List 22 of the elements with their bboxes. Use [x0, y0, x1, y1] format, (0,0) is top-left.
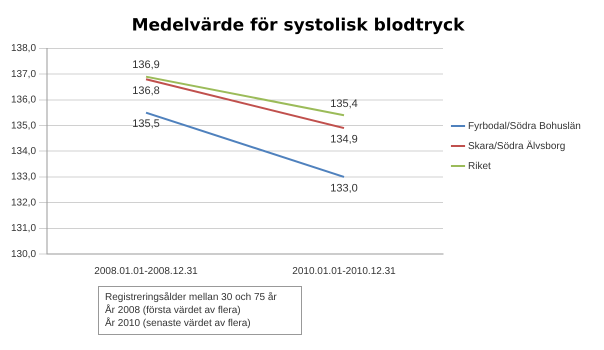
y-tick-label: 134,0	[10, 146, 36, 157]
y-tick-label: 137,0	[10, 68, 36, 80]
legend-label: Skara/Södra Älvsborg	[468, 140, 566, 152]
y-tick-label: 130,0	[10, 248, 36, 260]
data-label: 136,9	[132, 59, 160, 72]
data-label: 133,0	[330, 182, 358, 194]
y-tick-label: 135,0	[10, 120, 36, 132]
y-tick-label: 133,0	[10, 172, 36, 183]
y-tick-label: 131,0	[10, 223, 36, 234]
legend-label: Riket	[468, 160, 492, 172]
data-label: 135,5	[132, 118, 160, 130]
chart-title: Medelvärde för systolisk blodtryck	[132, 16, 466, 36]
y-tick-label: 138,0	[10, 43, 36, 54]
text: Registreringsålder mellan 30 och 75 år År 2008 (första värdet av flera) År 2010 (senaste värdet av flera)	[98, 286, 302, 335]
data-label: 136,8	[132, 84, 160, 97]
data-label: 134,9	[330, 134, 358, 146]
y-tick-label: 132,0	[10, 197, 36, 208]
x-tick-label: 2010.01.01-2010.12.31	[292, 266, 396, 277]
y-tick-label: 136,0	[10, 94, 36, 106]
data-label: 135,4	[330, 98, 358, 110]
x-tick-label: 2008.01.01-2008.12.31	[94, 266, 198, 277]
legend-label: Fyrbodal/Södra Bohuslän	[468, 120, 581, 132]
